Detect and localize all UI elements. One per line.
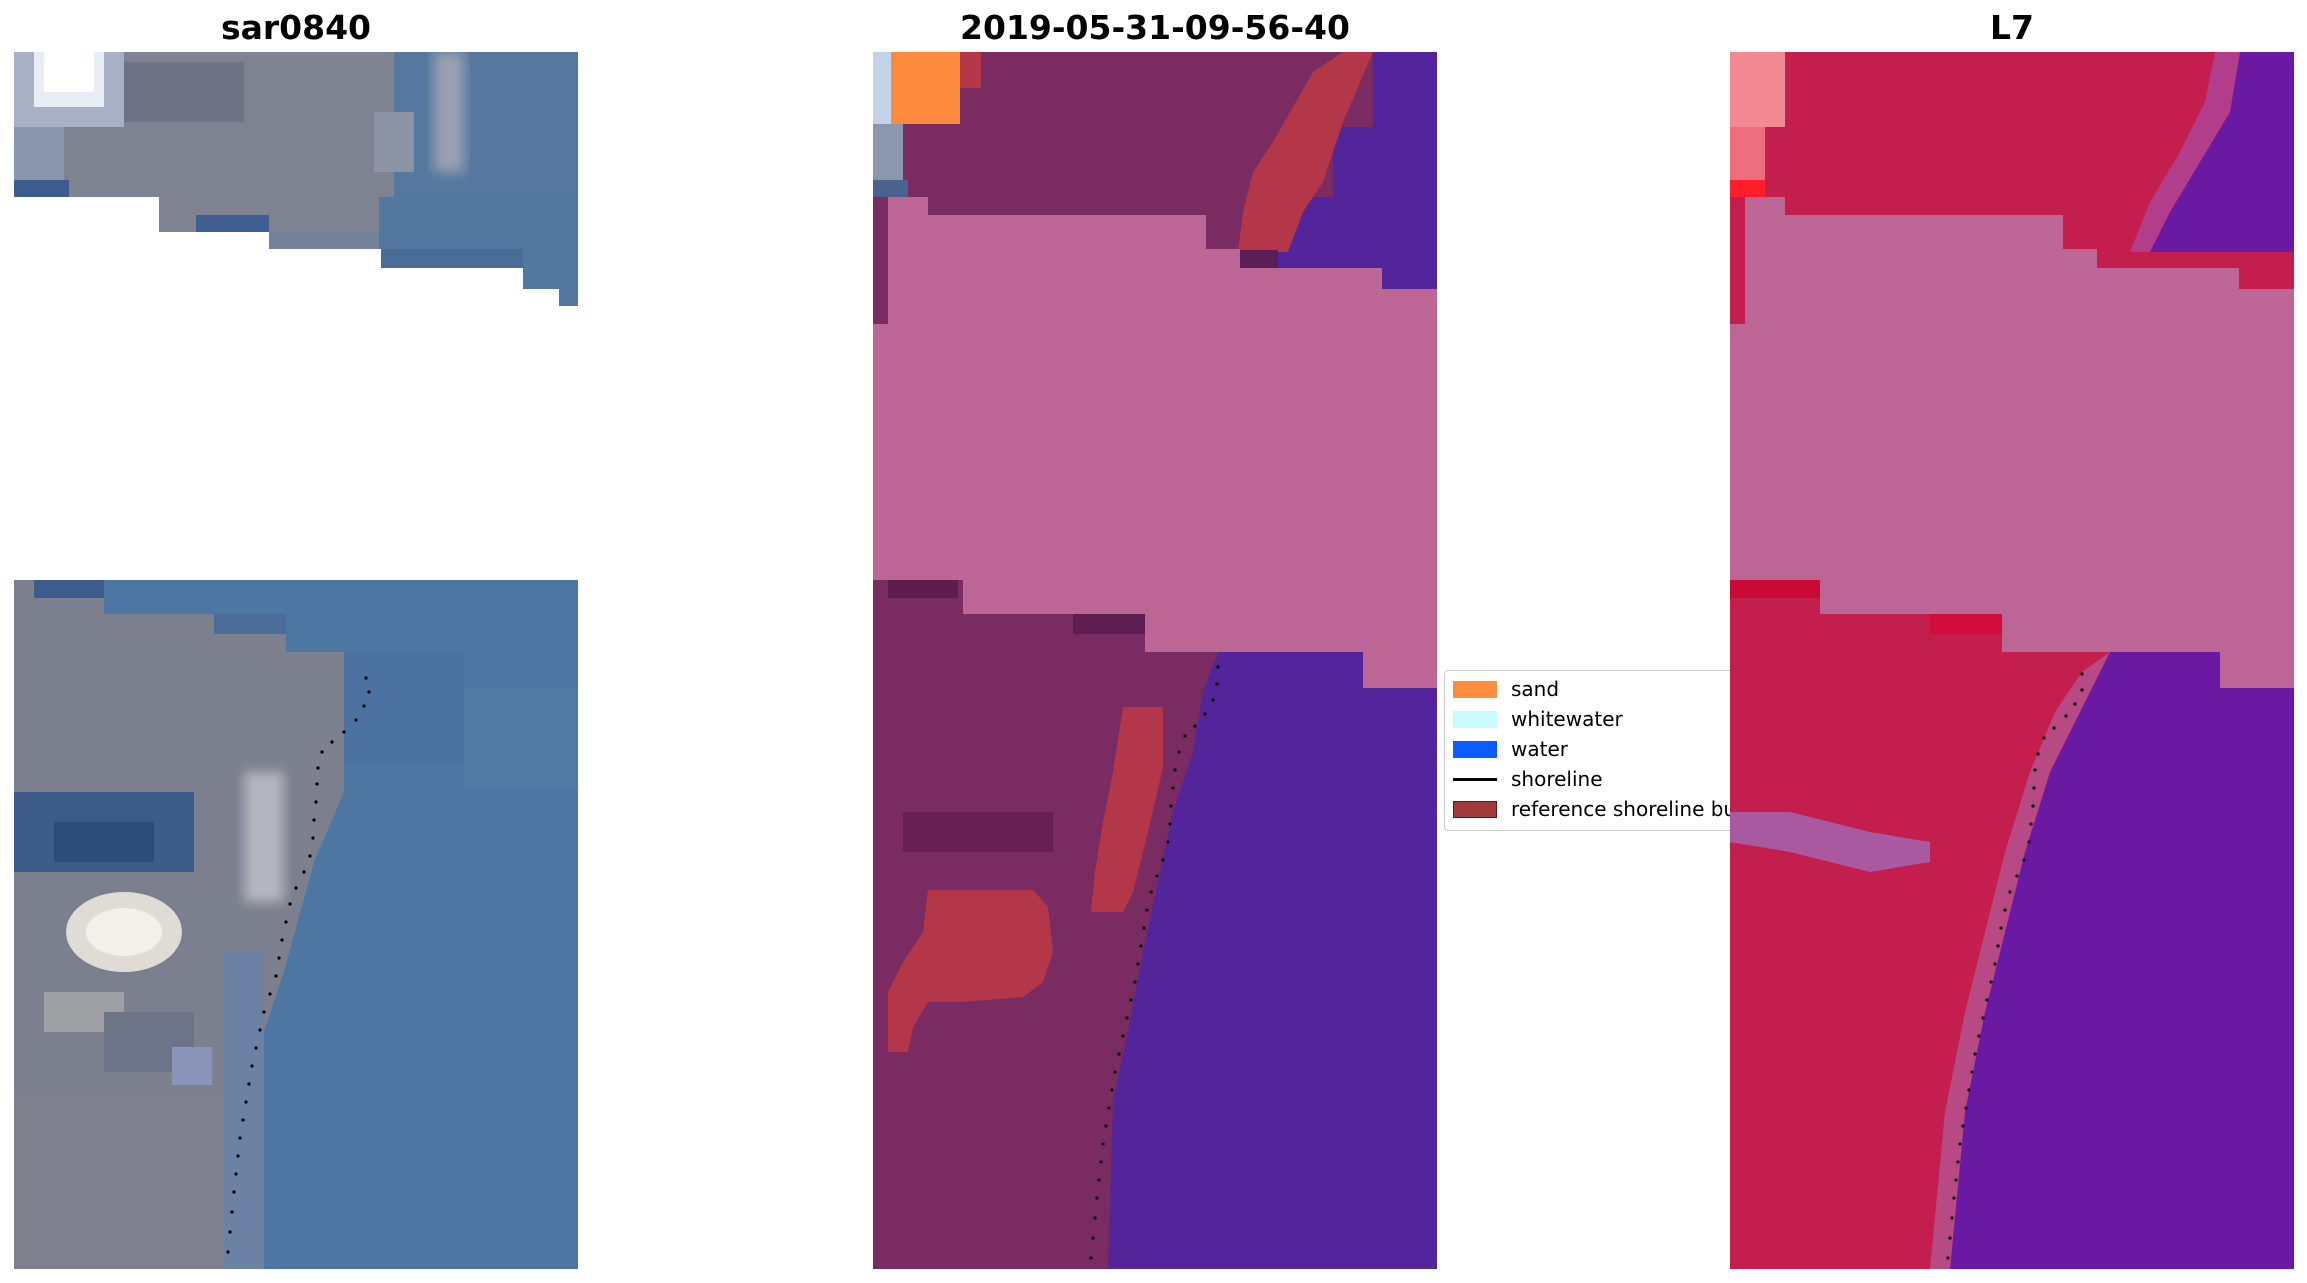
legend-label-whitewater: whitewater	[1511, 707, 1623, 731]
panel-title-rgb: sar0840	[220, 8, 372, 47]
classified-sand	[888, 52, 960, 124]
legend-line-shoreline	[1453, 777, 1497, 781]
legend-swatch-sand	[1453, 680, 1497, 698]
legend-item-reference-shoreline-buffer: reference shoreline buffer	[1453, 794, 1730, 824]
legend-swatch-whitewater	[1453, 710, 1497, 728]
legend-swatch-reference-shoreline-buffer	[1453, 800, 1497, 818]
legend-item-sand: sand	[1453, 674, 1559, 704]
panel-title-index: L7	[1990, 8, 2034, 47]
index-water	[1950, 652, 2294, 1269]
legend-label-shoreline: shoreline	[1511, 767, 1603, 791]
legend-swatch-water	[1453, 740, 1497, 758]
index-shoreline	[1946, 672, 2084, 1260]
rgb-shoreline	[226, 676, 371, 1254]
legend-item-shoreline: shoreline	[1453, 764, 1603, 794]
legend: sand whitewater water shoreline referenc…	[1444, 670, 1730, 831]
rgb-bottom-section	[14, 580, 578, 1269]
reference-shoreline-buffer	[1238, 52, 1373, 252]
panel-title-date: 2019-05-31-09-56-40	[960, 8, 1350, 47]
index-water	[2150, 52, 2294, 252]
classified-water	[1253, 52, 1437, 302]
legend-item-water: water	[1453, 734, 1568, 764]
reference-shoreline-buffer	[1091, 707, 1163, 912]
classified-nodata	[873, 197, 1437, 688]
classified-shoreline	[1089, 665, 1220, 1260]
legend-label-water: water	[1511, 737, 1568, 761]
legend-item-whitewater: whitewater	[1453, 704, 1623, 734]
reference-shoreline-buffer	[888, 890, 1053, 1052]
classified-water	[1108, 612, 1437, 1269]
legend-label-reference-shoreline-buffer: reference shoreline buffer	[1511, 797, 1730, 821]
index-nodata	[1730, 197, 2294, 688]
index-image-panel	[1730, 52, 2294, 1269]
legend-label-sand: sand	[1511, 677, 1560, 701]
rgb-top-section	[14, 52, 578, 306]
classified-image-panel	[873, 52, 1437, 1269]
rgb-image-panel	[14, 52, 578, 1269]
